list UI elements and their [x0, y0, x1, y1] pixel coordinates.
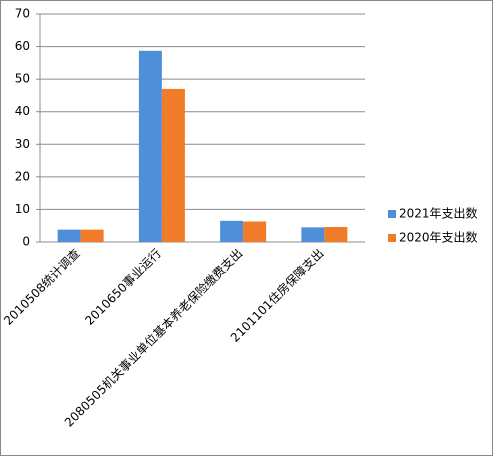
legend-label: 2020年支出数 [399, 230, 478, 245]
y-tick-label: 50 [15, 72, 30, 86]
bar [57, 229, 81, 242]
y-tick-label: 70 [15, 7, 30, 21]
bar [324, 227, 348, 242]
legend-swatch [388, 210, 396, 218]
y-tick-label: 30 [15, 137, 30, 151]
legend-swatch [388, 234, 396, 242]
y-tick-label: 10 [15, 202, 30, 216]
bar [301, 227, 325, 242]
legend-label: 2021年支出数 [399, 206, 478, 221]
y-tick-label: 40 [15, 104, 30, 118]
bar [220, 220, 244, 242]
y-tick-label: 0 [22, 235, 30, 249]
bar [80, 229, 104, 242]
y-tick-label: 20 [15, 169, 30, 183]
bar [138, 50, 162, 243]
bar [161, 88, 185, 243]
y-tick-label: 60 [15, 39, 30, 53]
bar [243, 221, 267, 242]
